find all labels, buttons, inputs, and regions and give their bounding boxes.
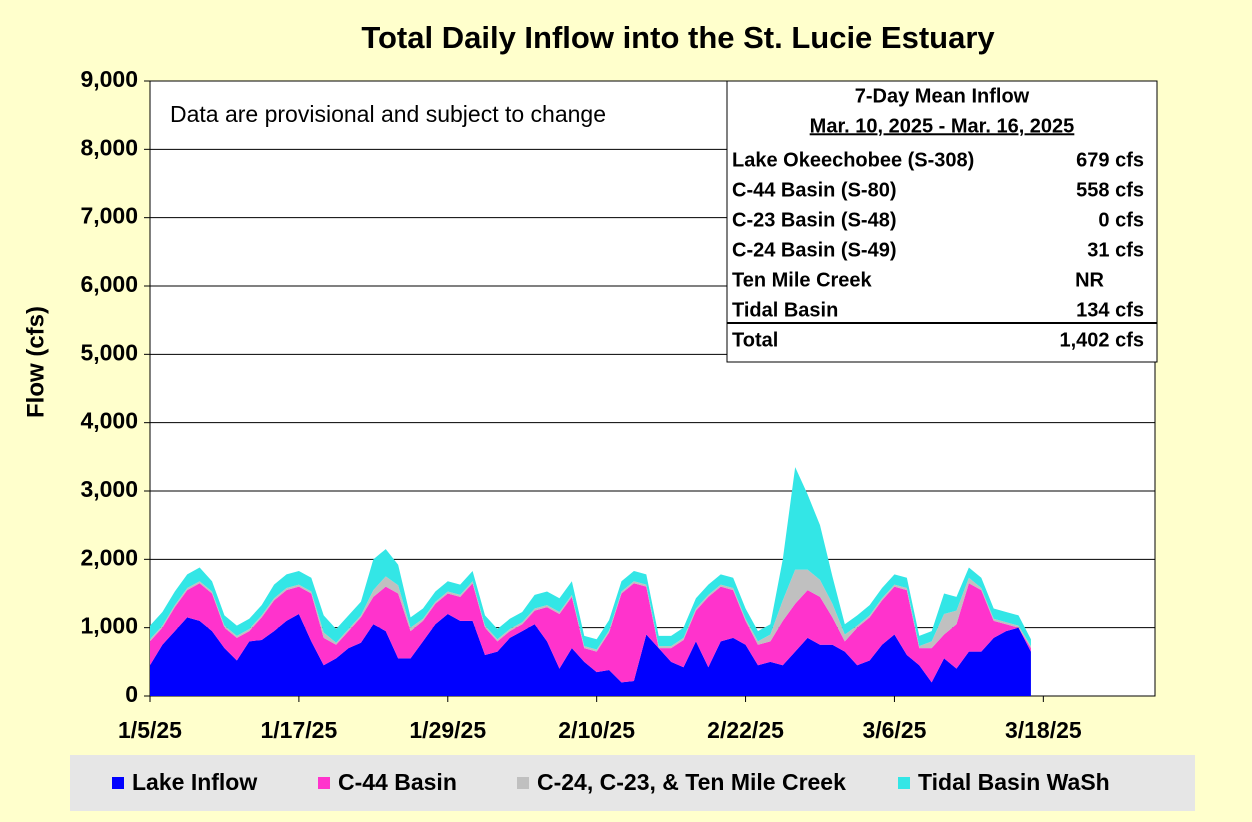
table-label: C-23 Basin (S-48) bbox=[732, 209, 897, 231]
table-value: 31 cfs bbox=[1087, 239, 1144, 261]
x-tick-label: 1/5/25 bbox=[118, 717, 182, 743]
table-value: 679 cfs bbox=[1076, 149, 1144, 171]
x-tick-label: 3/6/25 bbox=[862, 717, 926, 743]
area bbox=[150, 569, 1031, 652]
table-value: 134 cfs bbox=[1076, 299, 1144, 321]
x-tick-label: 3/18/25 bbox=[1005, 717, 1082, 743]
y-tick-label: 0 bbox=[125, 681, 138, 707]
table-label: C-24 Basin (S-49) bbox=[732, 239, 897, 261]
table-label: C-44 Basin (S-80) bbox=[732, 179, 897, 201]
table-label: Ten Mile Creek bbox=[732, 269, 873, 291]
note: Data are provisional and subject to chan… bbox=[170, 101, 606, 127]
table-box bbox=[726, 80, 1158, 363]
area bbox=[150, 467, 1031, 650]
y-tick-label: 3,000 bbox=[80, 476, 138, 502]
y-tick-label: 6,000 bbox=[80, 271, 138, 297]
table-value: 0 cfs bbox=[1098, 209, 1144, 231]
table-label: Lake Okeechobee (S-308) bbox=[732, 149, 974, 171]
legend-label: Lake Inflow bbox=[132, 769, 257, 795]
area bbox=[150, 583, 1031, 683]
legend-label: Tidal Basin WaSh bbox=[918, 769, 1110, 795]
table-total-label: Total bbox=[732, 329, 778, 351]
y-tick-label: 9,000 bbox=[80, 66, 138, 92]
y-tick-label: 4,000 bbox=[80, 408, 138, 434]
table-value: NR bbox=[1075, 269, 1104, 291]
y-tick-label: 5,000 bbox=[80, 339, 138, 365]
x-tick-label: 2/10/25 bbox=[558, 717, 635, 743]
table-label: Tidal Basin bbox=[732, 299, 838, 321]
y-tick-label: 1,000 bbox=[80, 613, 138, 639]
y-tick-label: 2,000 bbox=[80, 544, 138, 570]
table-total-value: 1,402 cfs bbox=[1059, 329, 1144, 351]
table-title: 7-Day Mean Inflow bbox=[855, 85, 1030, 107]
table-value: 558 cfs bbox=[1076, 179, 1144, 201]
table-period: Mar. 10, 2025 - Mar. 16, 2025 bbox=[810, 115, 1075, 137]
x-tick-label: 1/17/25 bbox=[261, 717, 338, 743]
legend-swatch bbox=[898, 777, 910, 789]
area bbox=[150, 614, 1031, 696]
legend-label: C-44 Basin bbox=[338, 769, 457, 795]
legend-label: C-24, C-23, & Ten Mile Creek bbox=[537, 769, 846, 795]
legend-swatch bbox=[318, 777, 330, 789]
y-tick-label: 8,000 bbox=[80, 134, 138, 160]
y-tick-label: 7,000 bbox=[80, 203, 138, 229]
chart-title: Total Daily Inflow into the St. Lucie Es… bbox=[361, 20, 995, 55]
y-axis-label: Flow (cfs) bbox=[22, 306, 49, 418]
legend-swatch bbox=[112, 777, 124, 789]
x-tick-label: 2/22/25 bbox=[707, 717, 784, 743]
legend-swatch bbox=[517, 777, 529, 789]
x-tick-label: 1/29/25 bbox=[409, 717, 486, 743]
legend bbox=[70, 755, 1195, 811]
